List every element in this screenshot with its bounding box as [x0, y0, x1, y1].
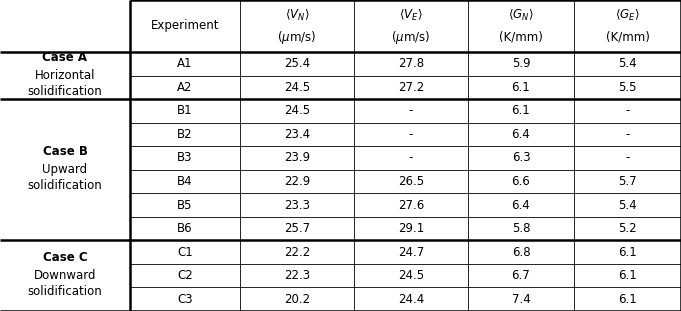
Text: B3: B3	[177, 151, 193, 165]
Text: Experiment: Experiment	[151, 20, 219, 33]
Text: 6.1: 6.1	[511, 81, 530, 94]
Text: 6.7: 6.7	[511, 269, 530, 282]
Text: 5.9: 5.9	[511, 57, 530, 70]
Text: -: -	[625, 128, 630, 141]
Text: 5.4: 5.4	[618, 57, 637, 70]
Text: 22.9: 22.9	[284, 175, 310, 188]
Text: 27.6: 27.6	[398, 198, 424, 211]
Text: 27.8: 27.8	[398, 57, 424, 70]
Text: 24.5: 24.5	[398, 269, 424, 282]
Text: A2: A2	[177, 81, 193, 94]
Text: B4: B4	[177, 175, 193, 188]
Text: 5.8: 5.8	[511, 222, 530, 235]
Text: 24.5: 24.5	[284, 104, 310, 117]
Text: 7.4: 7.4	[511, 293, 530, 306]
Text: C2: C2	[177, 269, 193, 282]
Text: solidification: solidification	[28, 85, 102, 98]
Text: 5.5: 5.5	[618, 81, 637, 94]
Text: B2: B2	[177, 128, 193, 141]
Text: 23.3: 23.3	[284, 198, 310, 211]
Text: 6.1: 6.1	[618, 293, 637, 306]
Text: 6.8: 6.8	[511, 246, 530, 259]
Text: 25.7: 25.7	[284, 222, 310, 235]
Text: 6.1: 6.1	[618, 246, 637, 259]
Text: Horizontal: Horizontal	[35, 69, 95, 82]
Text: 22.2: 22.2	[284, 246, 310, 259]
Text: Downward: Downward	[34, 269, 96, 282]
Text: -: -	[409, 128, 413, 141]
Text: B6: B6	[177, 222, 193, 235]
Text: B1: B1	[177, 104, 193, 117]
Text: 23.4: 23.4	[284, 128, 310, 141]
Text: $\langle G_N\rangle$: $\langle G_N\rangle$	[508, 8, 534, 23]
Text: $\langle V_N\rangle$: $\langle V_N\rangle$	[285, 8, 309, 23]
Text: A1: A1	[177, 57, 193, 70]
Text: $\langle G_E\rangle$: $\langle G_E\rangle$	[615, 8, 640, 23]
Text: 24.4: 24.4	[398, 293, 424, 306]
Text: -: -	[409, 151, 413, 165]
Text: 5.7: 5.7	[618, 175, 637, 188]
Text: -: -	[625, 104, 630, 117]
Text: 23.9: 23.9	[284, 151, 310, 165]
Text: -: -	[625, 151, 630, 165]
Text: Upward: Upward	[42, 163, 88, 176]
Text: Case B: Case B	[42, 145, 87, 158]
Text: 29.1: 29.1	[398, 222, 424, 235]
Text: 6.1: 6.1	[618, 269, 637, 282]
Text: 6.6: 6.6	[511, 175, 530, 188]
Text: 20.2: 20.2	[284, 293, 310, 306]
Text: 5.2: 5.2	[618, 222, 637, 235]
Text: 6.4: 6.4	[511, 128, 530, 141]
Text: 26.5: 26.5	[398, 175, 424, 188]
Text: ($\mu$m/s): ($\mu$m/s)	[277, 29, 317, 46]
Text: Case A: Case A	[42, 51, 87, 64]
Text: 24.5: 24.5	[284, 81, 310, 94]
Text: (K/mm): (K/mm)	[499, 31, 543, 44]
Text: 27.2: 27.2	[398, 81, 424, 94]
Text: 5.4: 5.4	[618, 198, 637, 211]
Text: 25.4: 25.4	[284, 57, 310, 70]
Text: 6.3: 6.3	[511, 151, 530, 165]
Text: C1: C1	[177, 246, 193, 259]
Text: (K/mm): (K/mm)	[605, 31, 650, 44]
Text: 22.3: 22.3	[284, 269, 310, 282]
Text: Case C: Case C	[43, 251, 87, 264]
Text: solidification: solidification	[28, 285, 102, 298]
Text: $\langle V_E\rangle$: $\langle V_E\rangle$	[399, 8, 423, 23]
Text: B5: B5	[177, 198, 193, 211]
Text: 6.4: 6.4	[511, 198, 530, 211]
Text: ($\mu$m/s): ($\mu$m/s)	[392, 29, 430, 46]
Text: 24.7: 24.7	[398, 246, 424, 259]
Text: 6.1: 6.1	[511, 104, 530, 117]
Text: C3: C3	[177, 293, 193, 306]
Text: -: -	[409, 104, 413, 117]
Text: solidification: solidification	[28, 179, 102, 192]
